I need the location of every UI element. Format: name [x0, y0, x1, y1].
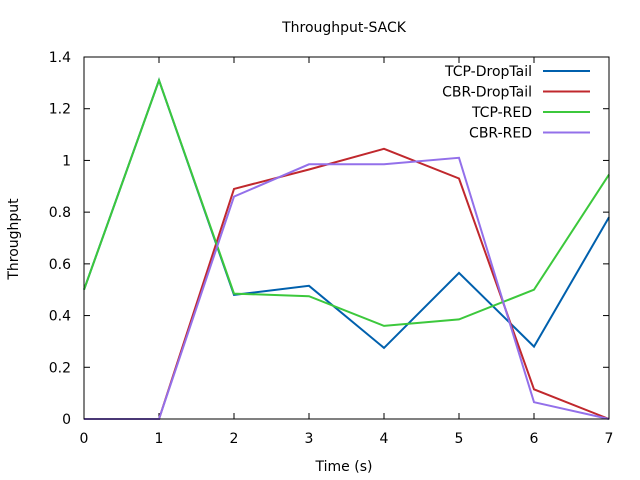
y-tick-label: 1: [62, 153, 71, 169]
legend: TCP-DropTail CBR-DropTail TCP-RED CBR-RED: [442, 64, 590, 142]
series-line-tcp-red: [83, 77, 610, 327]
y-axis-label: Throughput: [6, 198, 22, 281]
y-tick-label: 0.6: [49, 257, 71, 273]
chart-title: Throughput-SACK: [281, 20, 407, 36]
series-lines: [83, 77, 610, 420]
y-tick-label: 0.4: [49, 309, 71, 325]
y-tick-label: 1.2: [49, 102, 71, 118]
series-line-cbr-red: [84, 156, 610, 420]
plot-frame: [83, 56, 610, 420]
legend-label: TCP-RED: [471, 105, 532, 121]
x-tick-label: 0: [80, 431, 89, 447]
y-tick-label: 0: [62, 412, 71, 428]
legend-label: TCP-DropTail: [444, 64, 532, 80]
x-tick-label: 6: [530, 431, 539, 447]
legend-label: CBR-DropTail: [442, 85, 532, 101]
x-tick-label: 5: [455, 431, 464, 447]
series-line-cbr-droptail: [84, 147, 610, 420]
x-tick-label: 2: [230, 431, 239, 447]
axis-ticks: 0 1 2 3 4 5 6 7 0 0.2 0.4 0.6 0.8 1 1.2 1.4: [49, 50, 614, 447]
x-tick-label: 1: [155, 431, 164, 447]
legend-label: CBR-RED: [469, 126, 532, 142]
x-axis-label: Time (s): [315, 459, 373, 475]
y-tick-label: 0.2: [49, 360, 71, 376]
x-tick-label: 4: [380, 431, 389, 447]
y-tick-label: 0.8: [49, 205, 71, 221]
x-tick-label: 3: [305, 431, 314, 447]
y-tick-label: 1.4: [49, 50, 71, 66]
x-tick-label: 7: [605, 431, 614, 447]
